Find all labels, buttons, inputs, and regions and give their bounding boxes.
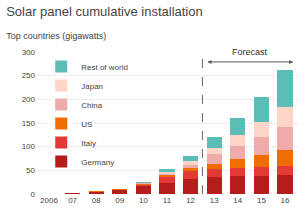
svg-text:Japan: Japan [81, 82, 103, 91]
svg-text:300: 300 [22, 48, 36, 57]
svg-text:16: 16 [281, 196, 290, 205]
svg-text:Solar panel cumulative install: Solar panel cumulative installation [6, 4, 203, 19]
svg-text:Top countries (gigawatts): Top countries (gigawatts) [6, 31, 106, 41]
svg-text:2006: 2006 [40, 196, 58, 205]
svg-text:50: 50 [26, 166, 35, 175]
svg-text:200: 200 [22, 95, 36, 104]
svg-text:12: 12 [186, 196, 195, 205]
svg-text:07: 07 [68, 196, 77, 205]
svg-text:14: 14 [233, 196, 242, 205]
svg-text:11: 11 [163, 196, 172, 205]
svg-text:10: 10 [139, 196, 148, 205]
svg-text:150: 150 [22, 119, 36, 128]
svg-text:08: 08 [92, 196, 101, 205]
svg-text:250: 250 [22, 71, 36, 80]
svg-text:Rest of world: Rest of world [81, 63, 128, 72]
svg-text:100: 100 [22, 142, 36, 151]
svg-text:China: China [81, 101, 102, 110]
svg-text:0: 0 [31, 190, 36, 199]
svg-text:13: 13 [210, 196, 219, 205]
svg-text:Forecast: Forecast [232, 47, 268, 57]
svg-text:Italy: Italy [81, 139, 96, 148]
svg-text:Germany: Germany [81, 158, 114, 167]
svg-text:US: US [81, 120, 92, 129]
svg-text:09: 09 [115, 196, 124, 205]
svg-text:15: 15 [257, 196, 266, 205]
